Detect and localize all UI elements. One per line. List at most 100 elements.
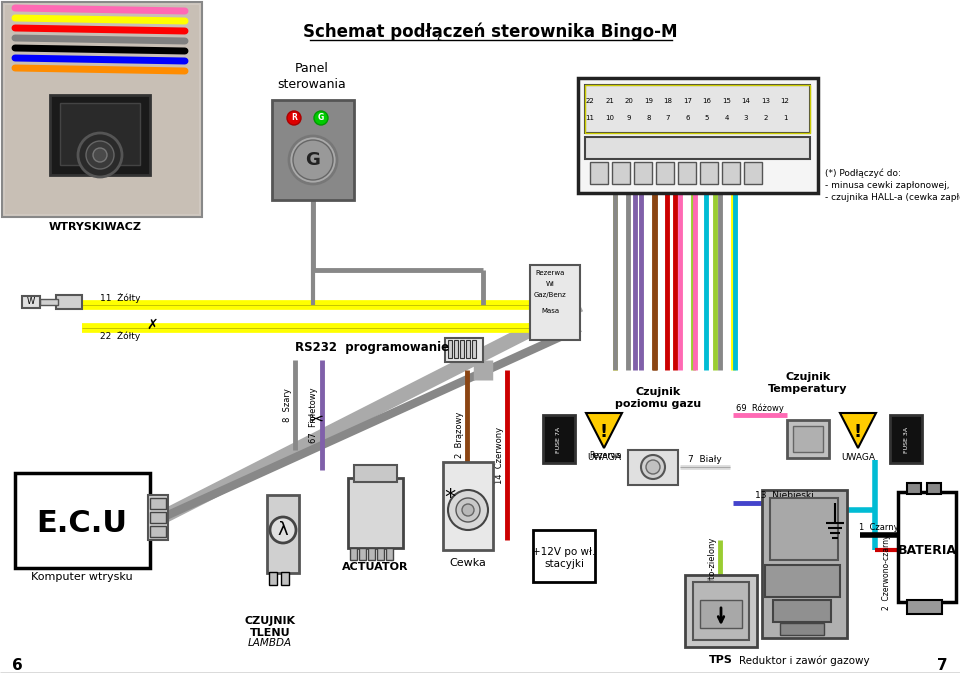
Text: LAMBDA: LAMBDA bbox=[248, 638, 292, 648]
Bar bbox=[585, 137, 810, 159]
Text: RS232  programowanie: RS232 programowanie bbox=[295, 341, 449, 354]
Text: Schemat podłączeń sterownika Bingo-M: Schemat podłączeń sterownika Bingo-M bbox=[302, 23, 677, 41]
Circle shape bbox=[456, 498, 480, 522]
Text: 5: 5 bbox=[705, 115, 709, 121]
Bar bbox=[700, 600, 742, 628]
Bar bbox=[890, 415, 922, 463]
Text: WTRYSKIWACZ: WTRYSKIWACZ bbox=[49, 222, 141, 232]
Circle shape bbox=[78, 133, 122, 177]
Text: 22: 22 bbox=[586, 98, 594, 104]
Text: FUSE 3A: FUSE 3A bbox=[903, 427, 908, 453]
Text: 9: 9 bbox=[627, 115, 632, 121]
Text: ✗: ✗ bbox=[146, 318, 157, 332]
Bar bbox=[5, 5, 199, 214]
Bar bbox=[445, 338, 483, 362]
Text: 3  Żółto-zielony: 3 Żółto-zielony bbox=[708, 537, 717, 603]
Text: Panel
sterowania: Panel sterowania bbox=[277, 62, 347, 91]
Text: Rezerwa: Rezerwa bbox=[589, 450, 622, 460]
Text: BATERIA: BATERIA bbox=[898, 544, 956, 556]
Text: 13  Niebieski: 13 Niebieski bbox=[755, 491, 813, 500]
Bar bbox=[56, 295, 82, 309]
Text: +12V po wł.
stacyjki: +12V po wł. stacyjki bbox=[532, 547, 596, 569]
Text: 8: 8 bbox=[646, 115, 651, 121]
Text: 3: 3 bbox=[744, 115, 748, 121]
Circle shape bbox=[93, 148, 107, 162]
Circle shape bbox=[86, 141, 114, 169]
Bar bbox=[377, 548, 384, 560]
Text: 7: 7 bbox=[937, 658, 948, 673]
Bar bbox=[762, 490, 847, 638]
Circle shape bbox=[646, 460, 660, 474]
Polygon shape bbox=[586, 413, 622, 448]
Text: 19: 19 bbox=[644, 98, 653, 104]
Text: 69  Różowy: 69 Różowy bbox=[736, 404, 784, 413]
Bar bbox=[454, 340, 458, 358]
Text: 7: 7 bbox=[665, 115, 670, 121]
Text: 21: 21 bbox=[605, 98, 614, 104]
Text: E.C.U: E.C.U bbox=[36, 508, 128, 537]
Bar bbox=[585, 85, 810, 133]
Text: Cewka: Cewka bbox=[449, 558, 487, 568]
Text: Gaz/Benz: Gaz/Benz bbox=[534, 292, 566, 298]
Bar bbox=[787, 420, 829, 458]
Bar bbox=[281, 572, 289, 585]
Bar bbox=[612, 162, 630, 184]
Text: 12: 12 bbox=[780, 98, 789, 104]
Bar bbox=[40, 299, 58, 305]
Bar bbox=[22, 296, 40, 308]
Bar bbox=[359, 548, 366, 560]
Text: 1: 1 bbox=[782, 115, 787, 121]
Bar bbox=[354, 465, 397, 482]
Bar bbox=[656, 162, 674, 184]
Text: 4: 4 bbox=[724, 115, 729, 121]
Text: ACTUATOR: ACTUATOR bbox=[342, 562, 408, 572]
Text: !: ! bbox=[600, 423, 608, 441]
Bar bbox=[272, 100, 354, 200]
Bar bbox=[386, 548, 393, 560]
Text: 20: 20 bbox=[625, 98, 634, 104]
Circle shape bbox=[293, 140, 333, 180]
Text: !: ! bbox=[854, 423, 862, 441]
Text: UWAGA: UWAGA bbox=[841, 453, 875, 462]
Bar bbox=[773, 600, 831, 622]
Circle shape bbox=[287, 111, 301, 125]
Bar bbox=[533, 530, 595, 582]
Text: G: G bbox=[318, 114, 324, 122]
Bar bbox=[722, 162, 740, 184]
Text: 22  Żółty: 22 Żółty bbox=[100, 331, 140, 341]
Text: Czujnik
poziomu gazu: Czujnik poziomu gazu bbox=[615, 387, 701, 409]
Bar bbox=[530, 265, 580, 340]
Bar bbox=[585, 85, 810, 133]
Bar bbox=[368, 548, 375, 560]
Text: 11  Żółty: 11 Żółty bbox=[100, 293, 140, 303]
Bar bbox=[15, 473, 150, 568]
Circle shape bbox=[270, 517, 296, 543]
Text: 18: 18 bbox=[663, 98, 673, 104]
Bar bbox=[148, 495, 168, 540]
Bar bbox=[685, 575, 757, 647]
Text: 14  Czerwony: 14 Czerwony bbox=[494, 427, 503, 483]
Bar bbox=[350, 548, 357, 560]
Text: *: * bbox=[444, 488, 456, 508]
Text: 10: 10 bbox=[605, 115, 614, 121]
Text: 16: 16 bbox=[703, 98, 711, 104]
Text: 7  Biały: 7 Biały bbox=[688, 454, 722, 464]
Circle shape bbox=[641, 455, 665, 479]
Bar bbox=[590, 162, 608, 184]
Text: 11: 11 bbox=[586, 115, 594, 121]
Bar bbox=[678, 162, 696, 184]
Text: 14: 14 bbox=[741, 98, 751, 104]
Text: UWAGA: UWAGA bbox=[587, 453, 621, 462]
Text: 2  Brązowy: 2 Brązowy bbox=[454, 412, 464, 458]
Bar bbox=[578, 78, 818, 193]
Text: CZUJNIK
TLENU: CZUJNIK TLENU bbox=[245, 616, 296, 638]
Bar bbox=[460, 340, 464, 358]
Text: λ: λ bbox=[277, 521, 288, 539]
Text: Rezerwa: Rezerwa bbox=[536, 270, 564, 276]
Text: FUSE 7A: FUSE 7A bbox=[557, 427, 562, 453]
Text: 8  Szary: 8 Szary bbox=[282, 388, 292, 422]
Text: 2: 2 bbox=[763, 115, 768, 121]
Bar bbox=[628, 450, 678, 485]
Circle shape bbox=[289, 136, 337, 184]
Bar bbox=[927, 483, 941, 494]
